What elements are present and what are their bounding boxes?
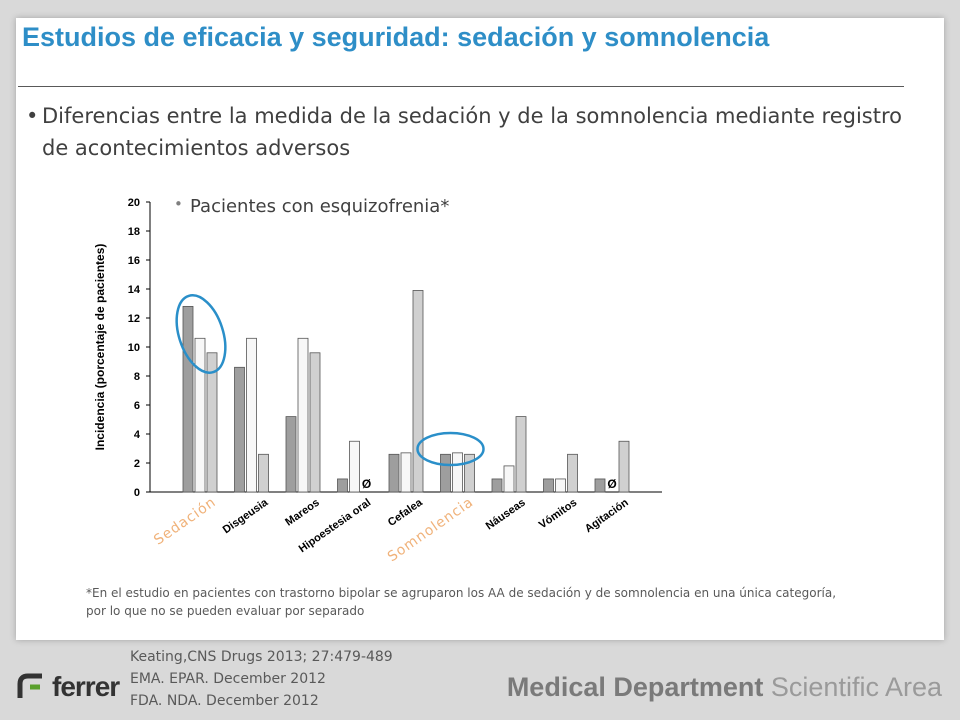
category-label: Vómitos: [537, 497, 579, 532]
bar-2: [555, 478, 566, 493]
bullet-dot: •: [26, 104, 39, 128]
y-tick-label: 10: [128, 342, 140, 354]
y-tick-label: 2: [134, 458, 140, 470]
bar-3: [618, 440, 630, 493]
main-bullet: • Diferencias entre la medida de la seda…: [26, 100, 922, 164]
highlight-ellipse-sedacion: [175, 294, 227, 374]
department-bold: Medical Department: [506, 672, 764, 702]
bar-2: [400, 452, 412, 493]
bar-1: [285, 416, 297, 493]
bar-1: [182, 305, 194, 493]
bar-3: [206, 352, 218, 493]
bar-2: [349, 440, 360, 493]
department-label: Medical Department Scientific Area: [507, 672, 942, 703]
bar-1: [491, 478, 503, 493]
bar-1: [440, 453, 451, 493]
ferrer-logo-icon: [17, 673, 42, 698]
bar-1: [234, 366, 245, 493]
bar-2: [297, 337, 309, 493]
bar-3: [567, 453, 578, 493]
highlight-ellipse-somnolencia: [416, 431, 485, 467]
reference-ema: EMA. EPAR. December 2012: [130, 671, 326, 687]
y-tick-label: 4: [134, 429, 141, 441]
bar-3: [515, 416, 527, 493]
y-tick-label: 20: [128, 197, 140, 209]
category-label: Somnolencia: [385, 494, 477, 565]
bar-2: [452, 452, 463, 493]
y-tick-label: 12: [128, 313, 140, 325]
y-axis-label: Incidencia (porcentaje de pacientes): [93, 244, 107, 451]
bar-2: [503, 465, 515, 493]
title-divider: [18, 86, 904, 87]
y-tick-label: 0: [134, 487, 140, 499]
y-tick-label: 14: [128, 284, 141, 296]
category-label: Agitación: [583, 496, 631, 535]
bar-3: [258, 453, 269, 493]
y-tick-label: 6: [134, 400, 140, 412]
bar-3: [309, 352, 321, 493]
sub-bullet-dot: •: [174, 195, 183, 213]
ferrer-logo-text: ferrer: [52, 671, 120, 702]
bar-1: [337, 478, 348, 493]
category-label: Náuseas: [484, 497, 528, 533]
category-label: Sedación: [151, 494, 219, 548]
department-light: Scientific Area: [770, 672, 942, 702]
bar-3: [464, 453, 475, 493]
ferrer-logo: ferrer: [16, 671, 120, 702]
bar-1: [388, 453, 400, 493]
y-tick-label: 8: [134, 371, 140, 383]
bar-3: [412, 290, 424, 493]
y-tick-label: 18: [128, 226, 140, 238]
category-label: Cefalea: [386, 496, 426, 529]
bar-1: [543, 478, 554, 493]
main-bullet-text: Diferencias entre la medida de la sedaci…: [42, 104, 902, 160]
reference-fda: FDA. NDA. December 2012: [130, 693, 319, 709]
sub-bullet-text: Pacientes con esquizofrenia*: [190, 196, 450, 217]
y-tick-label: 16: [128, 255, 140, 267]
zero-marker: Ø: [362, 477, 371, 491]
slide-title: Estudios de eficacia y seguridad: sedaci…: [22, 22, 770, 52]
bar-2: [194, 337, 206, 493]
slide-panel: [16, 18, 944, 640]
zero-marker: Ø: [607, 477, 616, 491]
category-label: Disgeusia: [221, 496, 271, 536]
category-label: Mareos: [283, 497, 321, 529]
bar-2: [246, 337, 257, 493]
bar-1: [594, 478, 606, 493]
reference-keating: Keating,CNS Drugs 2013; 27:479-489: [130, 649, 393, 665]
references: Keating,CNS Drugs 2013; 27:479-489 EMA. …: [130, 646, 393, 712]
footnote: *En el estudio en pacientes con trastorn…: [86, 586, 837, 618]
sub-bullet: • Pacientes con esquizofrenia*: [174, 195, 450, 217]
